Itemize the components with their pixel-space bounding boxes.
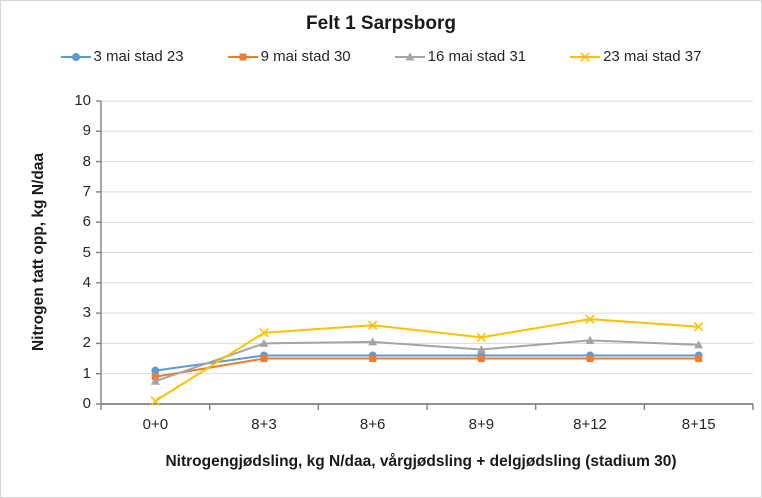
x-tick-label-8+3: 8+3 (251, 416, 277, 433)
series-16-mai-stad-31 (150, 335, 704, 385)
square-marker-icon (227, 53, 258, 60)
y-tick-label-6: 6 (82, 213, 91, 231)
series-9-mai-stad-30 (151, 355, 703, 381)
triangle-marker-icon (394, 52, 425, 60)
legend-item-9-mai-stad-30: 9 mai stad 30 (227, 48, 351, 65)
y-tick-label-7: 7 (82, 182, 91, 200)
legend-label: 3 mai stad 23 (93, 48, 184, 65)
y-tick-label-9: 9 (82, 122, 91, 140)
legend-label: 23 mai stad 37 (603, 48, 702, 65)
series-23-mai-stad-37 (150, 314, 704, 406)
x-tick-label-8+15: 8+15 (681, 416, 716, 433)
x-marker-icon (570, 51, 601, 62)
y-tick-label-5: 5 (82, 243, 91, 261)
y-tick-label-10: 10 (74, 92, 91, 109)
circle-marker-icon (60, 52, 91, 61)
x-tick-label-8+6: 8+6 (359, 416, 386, 433)
gridlines (101, 100, 753, 375)
y-tick-label-3: 3 (82, 304, 91, 322)
y-axis-title: Nitrogen tatt opp, kg N/daa (30, 152, 47, 352)
x-tick-label-8+12: 8+12 (573, 416, 607, 433)
legend-item-16-mai-stad-31: 16 mai stad 31 (394, 48, 527, 65)
legend: 3 mai stad 23 9 mai stad 30 16 mai stad 31… (1, 48, 761, 65)
legend-label: 16 mai stad 31 (427, 48, 527, 65)
y-tick-label-8: 8 (82, 152, 91, 170)
y-tick-label-2: 2 (82, 334, 91, 352)
x-tick-label-8+9: 8+9 (468, 416, 495, 433)
axis-ticks (96, 100, 754, 410)
y-tick-label-4: 4 (82, 273, 91, 291)
x-axis-title: Nitrogengjødsling, kg N/daa, vårgjødslin… (165, 453, 677, 470)
y-tick-label-0: 0 (82, 395, 91, 412)
chart-title: Felt 1 Sarpsborg (306, 13, 456, 34)
legend-item-3-mai-stad-23: 3 mai stad 23 (60, 48, 184, 65)
legend-label: 9 mai stad 30 (260, 48, 351, 65)
y-tick-label-1: 1 (82, 364, 91, 382)
x-tick-label-0+0: 0+0 (142, 416, 169, 433)
legend-item-23-mai-stad-37: 23 mai stad 37 (570, 48, 701, 65)
